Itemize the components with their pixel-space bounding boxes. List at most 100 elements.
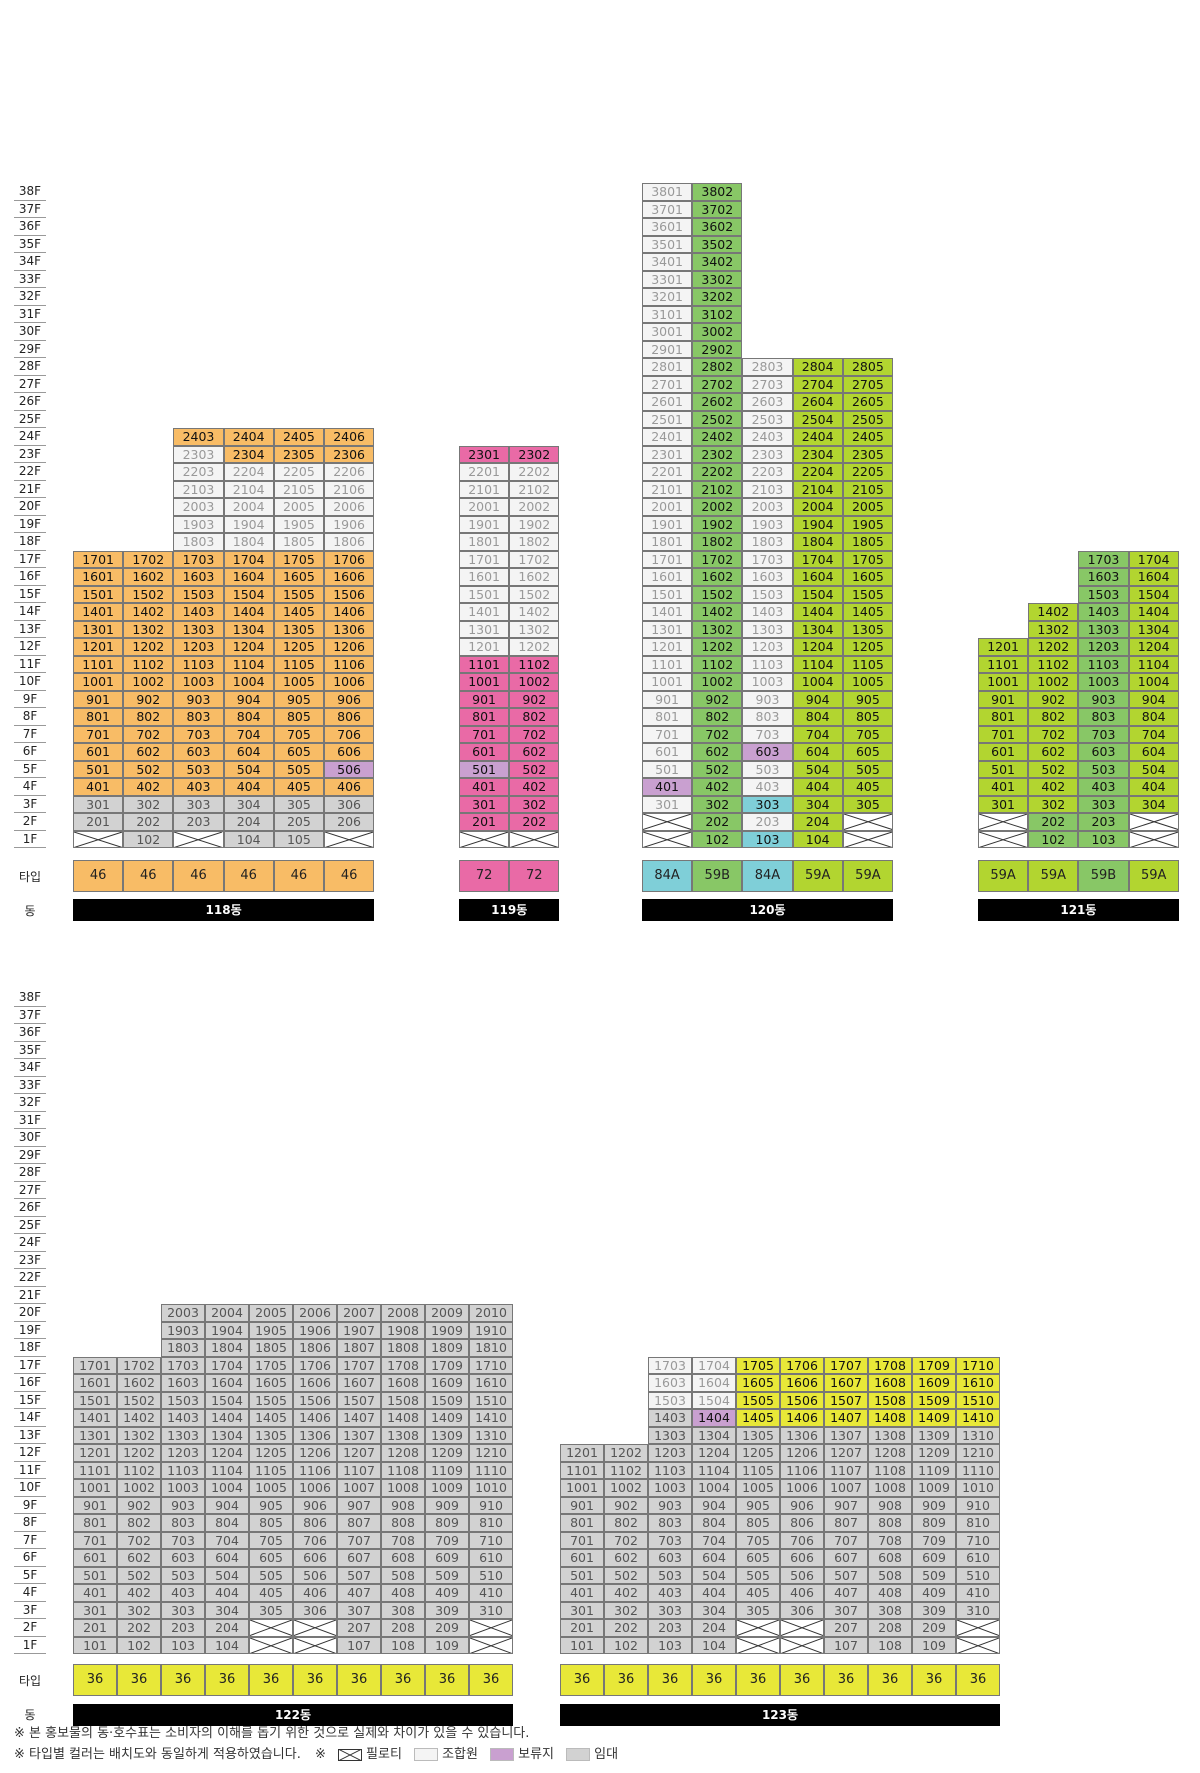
unit-cell: 1605 [736,1374,780,1392]
unit-cell: 1404 [205,1409,249,1427]
floor-label: 21F [14,1287,46,1304]
unit-cell: 1109 [425,1461,469,1479]
unit-cell [1128,813,1179,831]
unit-cell: 1404 [692,1409,736,1427]
unit-cell: 1306 [324,620,375,638]
unit-cell: 1007 [824,1479,868,1497]
floor-label: 5F [14,761,46,778]
unit-cell: 301 [560,1601,604,1619]
unit-cell: 310 [956,1601,1000,1619]
unit-cell: 1002 [509,673,560,691]
unit-cell: 1202 [117,1444,161,1462]
unit-cell: 1803 [173,533,224,551]
unit-cell: 1504 [692,1391,736,1409]
unit-cell: 1106 [780,1461,824,1479]
unit-cell: 1001 [642,673,693,691]
unit-cell: 1105 [273,655,324,673]
unit-cell: 107 [824,1636,868,1654]
unit-cell: 1602 [692,568,743,586]
unit-cell: 909 [425,1496,469,1514]
unit-cell: 304 [1128,795,1179,813]
unit-cell: 1610 [469,1374,513,1392]
unit-cell [780,1619,824,1637]
unit-cell: 301 [978,795,1029,813]
unit-cell: 1107 [337,1461,381,1479]
unit-cell: 1501 [73,1391,117,1409]
floor-label: 18F [14,533,46,551]
unit-cell: 1702 [123,550,174,568]
unit-cell: 804 [692,1514,736,1532]
floor-label: 24F [14,428,46,446]
unit-cell: 1310 [956,1426,1000,1444]
unit-cell: 810 [956,1514,1000,1532]
unit-cell: 2302 [509,445,560,463]
unit-cell: 1002 [123,673,174,691]
floor-label: 15F [14,1392,46,1409]
unit-cell: 1408 [868,1409,912,1427]
unit-cell: 804 [792,708,843,726]
unit-cell: 1304 [223,620,274,638]
floor-label: 3F [14,796,46,813]
unit-cell: 705 [736,1531,780,1549]
unit-cell: 901 [459,690,510,708]
unit-cell: 506 [293,1566,337,1584]
piloti-icon [250,1637,292,1653]
floor-label: 10F [14,673,46,691]
unit-cell: 3502 [692,235,743,253]
floor-label: 25F [14,411,46,428]
floor-label: 6F [14,743,46,761]
piloti-icon [250,1620,292,1636]
unit-cell: 609 [912,1549,956,1567]
unit-cell: 702 [604,1531,648,1549]
floor-label: 37F [14,201,46,218]
unit-cell: 703 [648,1531,692,1549]
unit-cell: 802 [604,1514,648,1532]
unit-cell: 1903 [173,515,224,533]
unit-cell: 1705 [736,1356,780,1374]
unit-cell [469,1636,513,1654]
unit-cell: 1705 [249,1356,293,1374]
unit-cell: 2002 [509,498,560,516]
unit-cell: 703 [161,1531,205,1549]
floor-label: 28F [14,1164,46,1182]
unit-cell: 401 [73,1584,117,1602]
unit-cell: 408 [381,1584,425,1602]
floor-label: 16F [14,568,46,586]
unit-cell: 903 [161,1496,205,1514]
type-row-label: 타입 [18,1674,42,1688]
unit-cell: 810 [469,1514,513,1532]
unit-cell: 1001 [560,1479,604,1497]
unit-cell: 2202 [509,463,560,481]
type-box: 59A [842,860,893,892]
unit-cell: 1902 [692,515,743,533]
unit-cell: 401 [560,1584,604,1602]
unit-cell: 1501 [459,585,510,603]
unit-cell: 1101 [978,655,1029,673]
unit-cell: 1208 [381,1444,425,1462]
unit-cell: 1708 [868,1356,912,1374]
unit-cell: 1709 [912,1356,956,1374]
floor-label: 33F [14,271,46,288]
unit-cell: 1007 [337,1479,381,1497]
unit-cell: 504 [205,1566,249,1584]
unit-cell: 1001 [73,1479,117,1497]
unit-cell: 1401 [73,1409,117,1427]
floor-label: 19F [14,516,46,533]
unit-cell: 1304 [692,1426,736,1444]
unit-cell: 107 [337,1636,381,1654]
legend-reserve: 보류지 [482,1747,554,1762]
note-line-1: ※ 본 홍보물의 동·호수표는 소비자의 이해를 돕기 위한 것으로 실제와 차… [14,1726,530,1741]
unit-cell: 104 [205,1636,249,1654]
unit-cell: 704 [692,1531,736,1549]
unit-cell: 307 [337,1601,381,1619]
unit-cell: 1405 [736,1409,780,1427]
unit-cell: 708 [381,1531,425,1549]
unit-cell: 1503 [173,585,224,603]
unit-cell: 103 [648,1636,692,1654]
unit-cell: 1201 [73,1444,117,1462]
unit-cell: 605 [842,743,893,761]
unit-cell: 1203 [648,1444,692,1462]
unit-cell: 1101 [459,655,510,673]
unit-cell: 1307 [824,1426,868,1444]
unit-cell: 806 [324,708,375,726]
